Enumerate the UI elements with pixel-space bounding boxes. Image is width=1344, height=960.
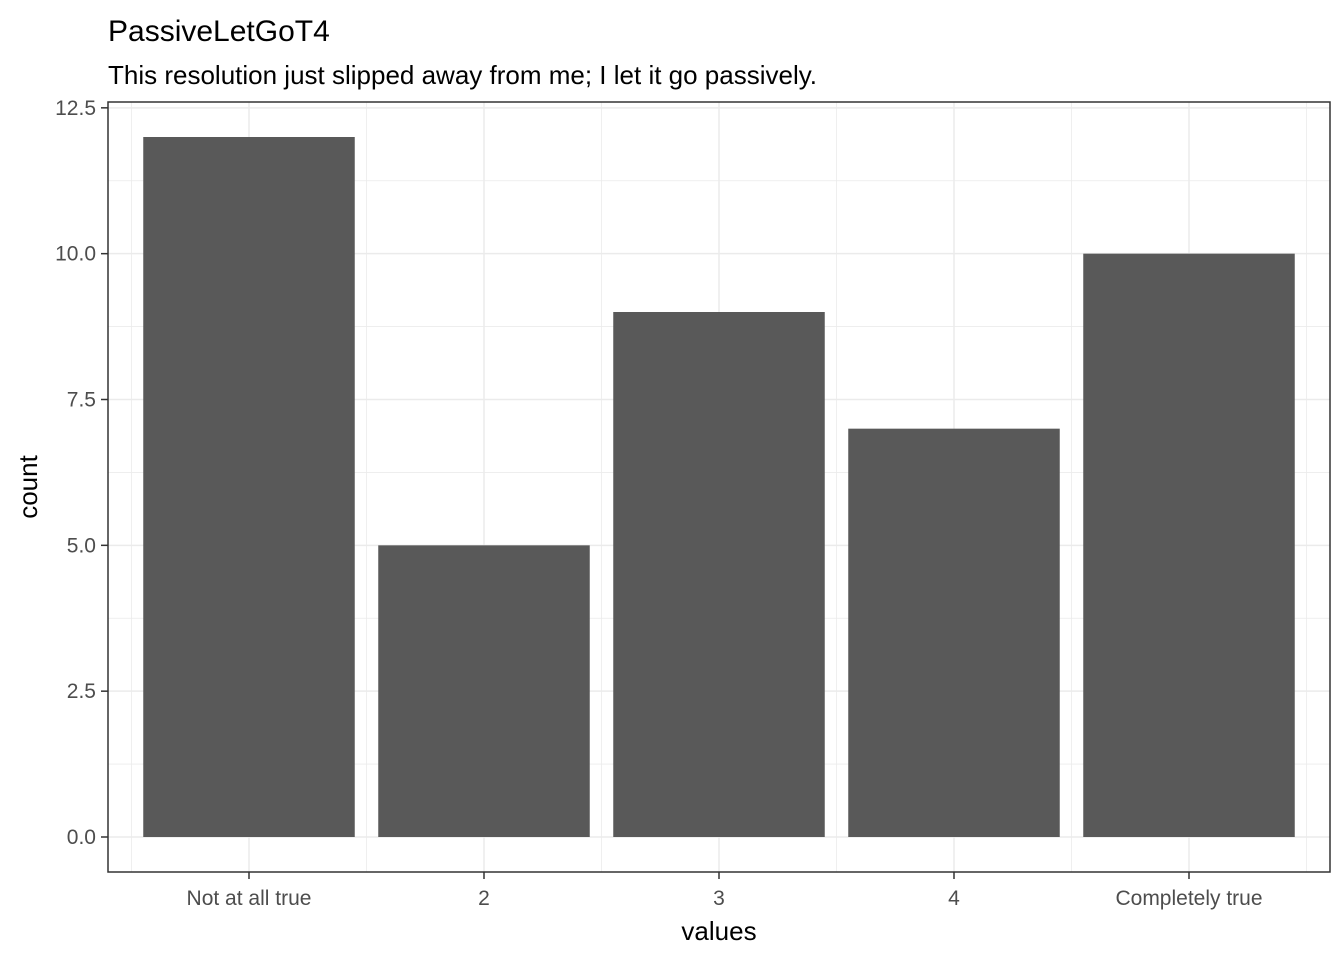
x-tick-label: 2 xyxy=(478,887,490,910)
y-tick-label: 10.0 xyxy=(55,243,96,266)
x-tick-label: Completely true xyxy=(1115,887,1262,910)
bar-3 xyxy=(613,312,825,837)
bar-completely-true xyxy=(1083,253,1295,837)
bars-group xyxy=(143,137,1295,837)
x-tick-label: 3 xyxy=(713,887,725,910)
y-tick-label: 2.5 xyxy=(67,680,96,703)
bar-not-at-all-true xyxy=(143,137,355,837)
y-axis: 0.0 2.5 5.0 7.5 10.0 12.5 xyxy=(55,97,108,849)
x-axis-title: values xyxy=(681,916,756,946)
bar-2 xyxy=(378,545,590,837)
y-tick-label: 0.0 xyxy=(67,826,96,849)
y-tick-label: 5.0 xyxy=(67,534,96,557)
y-axis-title: count xyxy=(13,454,43,518)
x-tick-label: Not at all true xyxy=(187,887,312,910)
x-axis: Not at all true 2 3 4 Completely true xyxy=(187,872,1263,910)
x-tick-label: 4 xyxy=(948,887,960,910)
y-tick-label: 12.5 xyxy=(55,97,96,120)
bar-4 xyxy=(848,428,1060,837)
chart-subtitle: This resolution just slipped away from m… xyxy=(108,60,817,90)
chart-title: PassiveLetGoT4 xyxy=(108,15,330,48)
y-tick-label: 7.5 xyxy=(67,389,96,412)
